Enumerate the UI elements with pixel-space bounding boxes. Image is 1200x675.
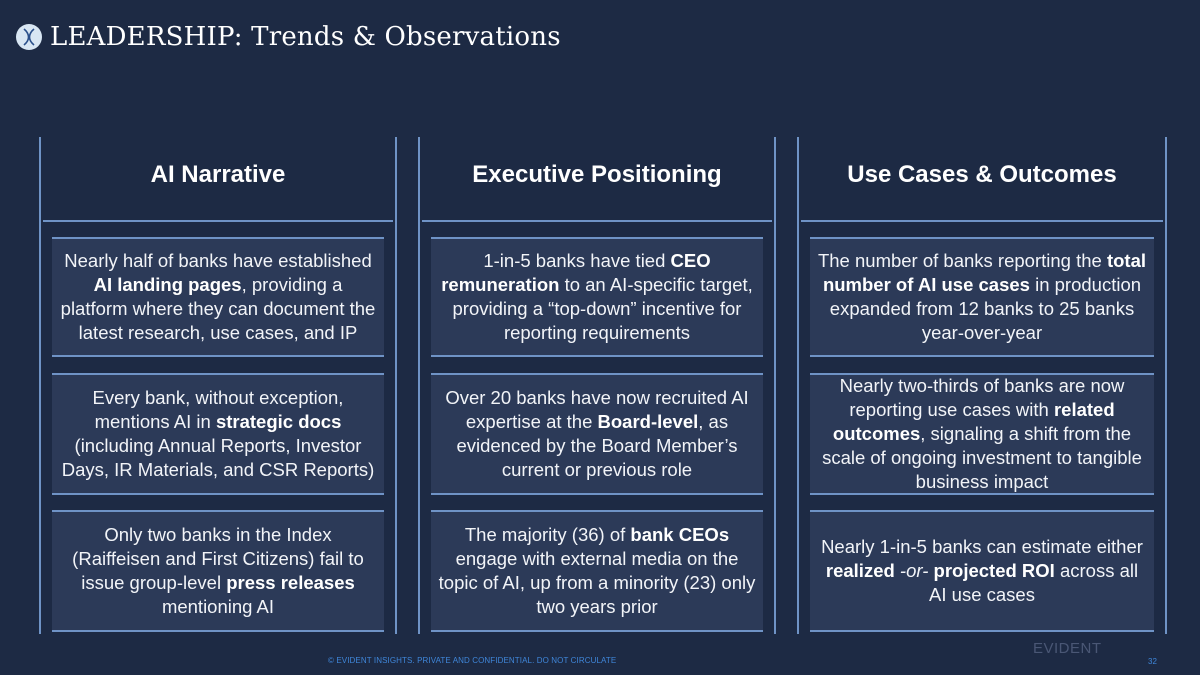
card-text-segment: -or- xyxy=(894,560,934,581)
card-text: Nearly 1-in-5 banks can estimate either … xyxy=(816,535,1148,607)
card-text-segment: Over 20 banks have now recruited AI expe… xyxy=(445,387,749,432)
card-text-segment: Nearly 1-in-5 banks can estimate either xyxy=(821,536,1143,557)
page-number: 32 xyxy=(1148,657,1157,666)
insight-card: Nearly half of banks have established AI… xyxy=(52,237,384,357)
card-text-segment: engage with external media on the topic … xyxy=(438,548,756,617)
insight-card: 1-in-5 banks have tied CEO remuneration … xyxy=(431,237,763,357)
insight-card: The majority (36) of bank CEOs engage wi… xyxy=(431,510,763,632)
column-use-cases-outcomes: Use Cases & Outcomes The number of banks… xyxy=(797,137,1167,634)
card-text-segment: Nearly half of banks have established xyxy=(64,250,372,271)
card-text: 1-in-5 banks have tied CEO remuneration … xyxy=(437,249,757,345)
column-divider xyxy=(774,137,776,634)
card-text-segment: The number of banks reporting the xyxy=(817,250,1107,271)
card-text: Every bank, without exception, mentions … xyxy=(58,386,378,482)
card-text-segment: , providing a platform where they can do… xyxy=(60,274,376,343)
column-divider xyxy=(418,137,420,634)
insight-card: Over 20 banks have now recruited AI expe… xyxy=(431,373,763,495)
brand-watermark: EVIDENT xyxy=(1033,640,1102,657)
insight-card: Every bank, without exception, mentions … xyxy=(52,373,384,495)
highlight-text: AI landing pages xyxy=(93,274,242,295)
card-text: Over 20 banks have now recruited AI expe… xyxy=(437,386,757,482)
highlight-text: CEO remuneration xyxy=(441,250,711,295)
card-text-segment: The majority (36) of xyxy=(464,524,631,545)
card-text-segment: Only two banks in the Index (Raiffeisen … xyxy=(72,524,364,593)
column-divider xyxy=(1165,137,1167,634)
column-heading: Use Cases & Outcomes xyxy=(801,137,1163,222)
column-divider xyxy=(39,137,41,634)
column-heading: AI Narrative xyxy=(43,137,393,222)
card-text-segment: Every bank, without exception, mentions … xyxy=(92,387,344,432)
insight-card: Nearly 1-in-5 banks can estimate either … xyxy=(810,510,1154,632)
card-text-segment: mentioning AI xyxy=(161,596,275,617)
insight-card: Only two banks in the Index (Raiffeisen … xyxy=(52,510,384,632)
card-text-segment: in production expanded from 12 banks to … xyxy=(829,274,1142,343)
column-ai-narrative: AI Narrative Nearly half of banks have e… xyxy=(39,137,397,634)
highlight-text: realized xyxy=(825,560,895,581)
confidentiality-note: © EVIDENT INSIGHTS. PRIVATE AND CONFIDEN… xyxy=(328,656,617,665)
column-heading: Executive Positioning xyxy=(422,137,772,222)
card-text-segment: (including Annual Reports, Investor Days… xyxy=(61,435,375,480)
card-text: Nearly two-thirds of banks are now repor… xyxy=(816,374,1148,494)
card-text-segment: , signaling a shift from the scale of on… xyxy=(822,423,1142,492)
evident-logo-icon xyxy=(16,24,42,50)
card-text-segment: across all AI use cases xyxy=(929,560,1139,605)
page-header: LEADERSHIP: Trends & Observations xyxy=(16,22,561,52)
card-text: The number of banks reporting the total … xyxy=(816,249,1148,345)
page-title: LEADERSHIP: Trends & Observations xyxy=(50,22,561,52)
insight-card: The number of banks reporting the total … xyxy=(810,237,1154,357)
card-text: The majority (36) of bank CEOs engage wi… xyxy=(437,523,757,619)
card-text: Nearly half of banks have established AI… xyxy=(58,249,378,345)
card-text-segment: , as evidenced by the Board Member’s cur… xyxy=(456,411,738,480)
highlight-text: total number of AI use cases xyxy=(822,250,1147,295)
card-text-segment: Nearly two-thirds of banks are now repor… xyxy=(839,375,1125,420)
highlight-text: projected ROI xyxy=(933,560,1055,581)
highlight-text: Board-level xyxy=(597,411,699,432)
highlight-text: strategic docs xyxy=(215,411,342,432)
card-text-segment: to an AI-specific target, providing a “t… xyxy=(452,274,753,343)
highlight-text: related outcomes xyxy=(832,399,1115,444)
highlight-text: press releases xyxy=(226,572,355,593)
column-divider xyxy=(395,137,397,634)
column-divider xyxy=(797,137,799,634)
card-text: Only two banks in the Index (Raiffeisen … xyxy=(58,523,378,619)
column-executive-positioning: Executive Positioning 1-in-5 banks have … xyxy=(418,137,776,634)
highlight-text: bank CEOs xyxy=(630,524,730,545)
card-text-segment: 1-in-5 banks have tied xyxy=(483,250,671,271)
insight-card: Nearly two-thirds of banks are now repor… xyxy=(810,373,1154,495)
